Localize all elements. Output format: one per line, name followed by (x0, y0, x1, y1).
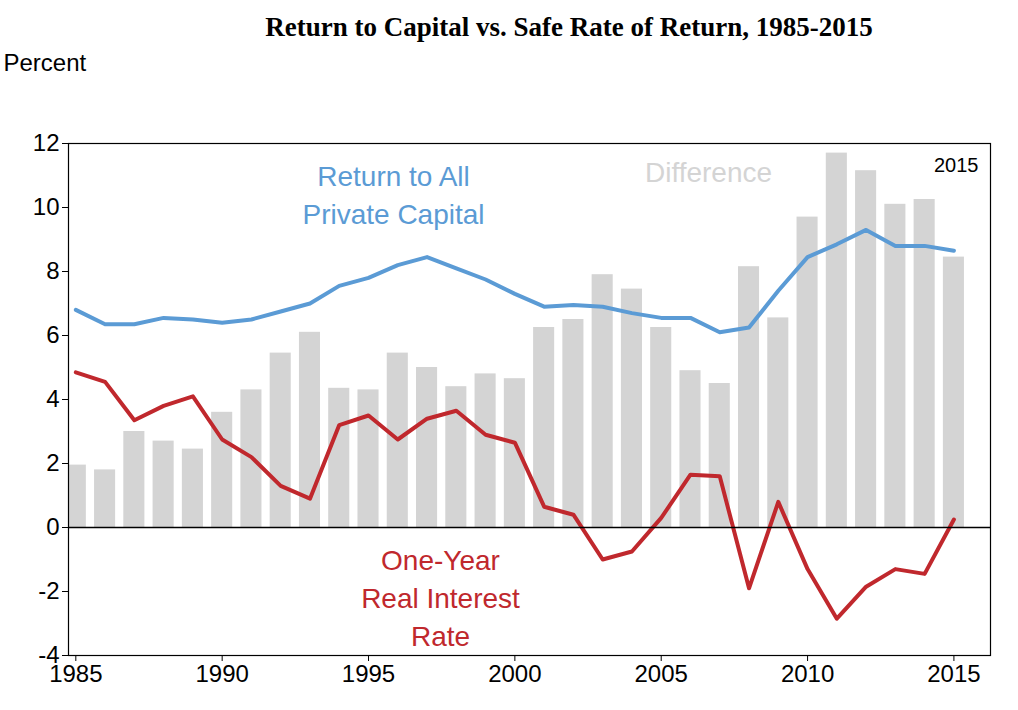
svg-text:2010: 2010 (781, 660, 834, 687)
svg-text:10: 10 (33, 193, 60, 220)
svg-text:Percent: Percent (4, 50, 87, 76)
svg-text:1995: 1995 (342, 660, 395, 687)
svg-text:2: 2 (46, 449, 59, 476)
svg-text:2015: 2015 (934, 154, 979, 176)
svg-text:2005: 2005 (635, 660, 688, 687)
svg-text:2000: 2000 (488, 660, 541, 687)
svg-text:1985: 1985 (49, 660, 102, 687)
svg-text:One-YearReal InterestRate: One-YearReal InterestRate (361, 545, 520, 652)
svg-text:-2: -2 (38, 577, 59, 604)
svg-text:Return to AllPrivate Capital: Return to AllPrivate Capital (302, 161, 484, 230)
svg-text:0: 0 (46, 513, 59, 540)
svg-text:1990: 1990 (195, 660, 248, 687)
svg-text:4: 4 (46, 385, 59, 412)
svg-text:Difference: Difference (645, 157, 772, 188)
svg-text:-4: -4 (38, 641, 60, 669)
svg-text:12: 12 (33, 129, 60, 156)
svg-text:2015: 2015 (927, 660, 980, 687)
svg-text:8: 8 (46, 257, 59, 284)
svg-text:6: 6 (46, 321, 59, 348)
html-text:Return to Capital vs. Safe Rat: Return to Capital vs. Safe Rate of Retur… (265, 12, 873, 42)
